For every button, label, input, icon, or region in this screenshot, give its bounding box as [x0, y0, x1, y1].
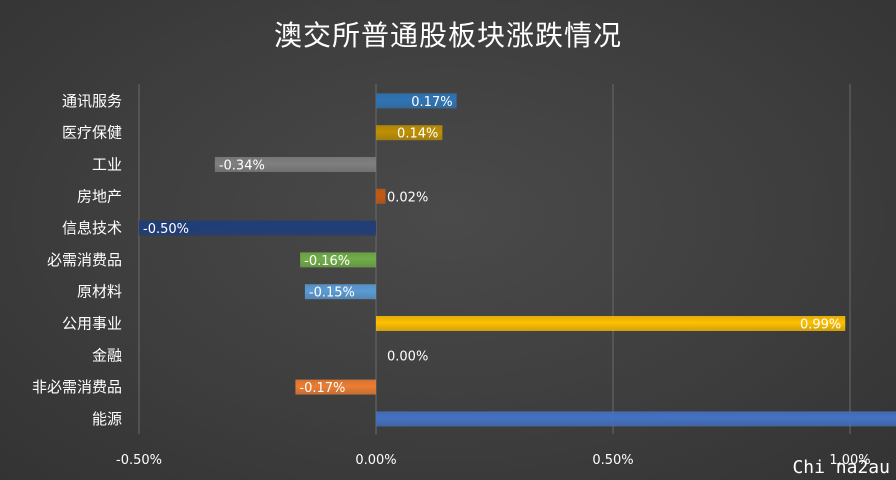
category-label: 原材料: [77, 283, 122, 301]
x-tick-label: -0.50%: [116, 453, 162, 468]
data-label: 0.17%: [411, 95, 452, 110]
category-label: 公用事业: [62, 315, 122, 333]
category-label: 能源: [92, 410, 122, 428]
bar: [376, 93, 457, 109]
bar: [295, 379, 376, 395]
bar: [139, 220, 376, 236]
bar: [300, 252, 376, 268]
bar: [376, 125, 443, 141]
bar: [214, 157, 376, 172]
data-label: 0.99%: [800, 318, 841, 333]
category-label: 非必需消费品: [32, 378, 122, 396]
chart-title: 澳交所普通股板块涨跌情况: [273, 19, 622, 52]
bar: [376, 316, 846, 331]
category-label: 必需消费品: [47, 251, 122, 269]
category-label: 信息技术: [62, 219, 122, 237]
data-label: -0.15%: [309, 286, 355, 301]
labels: -1.00%-0.50%0.00%0.50%1.00%1.50%2.00%通讯服…: [32, 92, 871, 468]
data-label: 0.02%: [387, 190, 428, 205]
data-label: -0.50%: [143, 222, 189, 237]
data-label: -0.16%: [304, 254, 350, 269]
bar: [304, 284, 376, 300]
x-tick-label: 0.50%: [592, 453, 633, 468]
bars: [139, 93, 896, 427]
data-label: -0.34%: [219, 159, 265, 174]
category-label: 医疗保健: [62, 124, 122, 142]
bar: [376, 188, 386, 204]
category-label: 金融: [92, 346, 122, 364]
category-label: 工业: [92, 156, 122, 174]
data-label: 0.00%: [387, 349, 428, 364]
x-tick-label: 1.00%: [829, 453, 870, 468]
data-label: 0.14%: [397, 127, 438, 142]
data-label: -0.17%: [299, 381, 345, 396]
watermark: Chi na2au: [792, 457, 890, 478]
gridlines: [138, 84, 851, 434]
bar: [376, 411, 896, 427]
category-label: 通讯服务: [62, 92, 122, 110]
x-tick-label: 0.00%: [355, 453, 396, 468]
category-label: 房地产: [77, 187, 122, 205]
